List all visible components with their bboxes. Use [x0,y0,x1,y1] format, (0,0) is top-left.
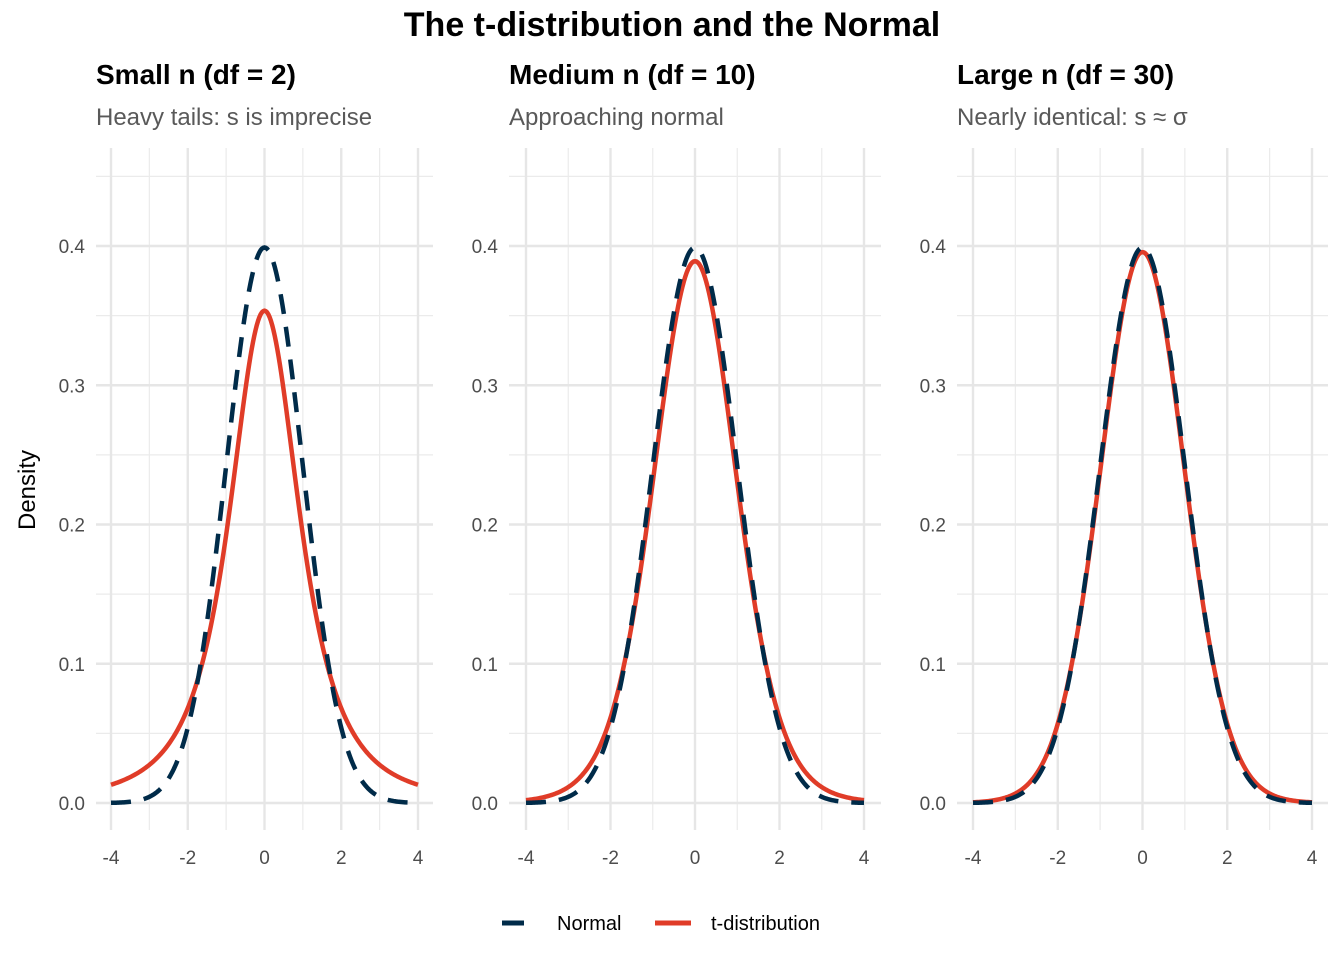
panel-title: Small n (df = 2) [96,59,296,90]
x-tick-label: -2 [1049,848,1066,869]
x-tick-label: -4 [518,848,535,869]
series-t-distribution-line [972,249,1313,805]
x-tick-label: 2 [336,848,347,869]
x-tick-label: 0 [259,848,270,869]
legend-label-normal: Normal [557,913,621,935]
y-tick-label: 0.1 [59,655,85,676]
panel-subtitle: Approaching normal [509,104,724,131]
y-tick-label: 0.3 [920,376,946,397]
panel-title: Large n (df = 30) [957,59,1174,90]
y-axis-label: Density [14,450,41,530]
y-tick-label: 0.0 [59,794,85,815]
chart-title: The t-distribution and the Normal [404,6,940,44]
x-tick-label: 4 [1307,848,1318,869]
y-tick-label: 0.2 [920,516,946,537]
series-t-distribution-line [525,258,865,803]
x-tick-label: 0 [690,848,701,869]
series-normal-line [972,245,1313,806]
panel-subtitle: Nearly identical: s ≈ σ [957,104,1188,131]
x-tick-label: 4 [413,848,424,869]
y-tick-label: 0.2 [59,516,85,537]
y-tick-label: 0.0 [472,794,498,815]
x-tick-label: 0 [1137,848,1148,869]
series-normal-line [110,245,419,806]
y-tick-label: 0.4 [920,237,947,258]
legend: Normal t-distribution [502,913,820,935]
x-tick-label: 4 [859,848,870,869]
x-tick-label: -2 [602,848,619,869]
legend-label-t-distribution: t-distribution [711,913,820,935]
x-tick-label: 2 [774,848,785,869]
y-tick-label: 0.3 [59,376,85,397]
panel-subtitle: Heavy tails: s is imprecise [96,104,372,131]
panel-2: Medium n (df = 10) Approaching normal -4 -2… [472,59,881,869]
y-tick-label: 0.0 [920,794,946,815]
series-normal-line [525,245,865,806]
x-tick-label: -4 [103,848,120,869]
y-tick-label: 0.4 [59,237,86,258]
y-tick-label: 0.1 [920,655,946,676]
y-tick-label: 0.2 [472,516,498,537]
series-t-distribution-line [110,308,419,787]
panel-3: Large n (df = 30) Nearly identical: s ≈ σ… [920,59,1328,869]
y-tick-label: 0.1 [472,655,498,676]
panel-title: Medium n (df = 10) [509,59,756,90]
panel-1: Small n (df = 2) Heavy tails: s is imprec… [59,59,433,869]
x-tick-label: -2 [179,848,196,869]
x-tick-label: -4 [965,848,982,869]
x-tick-label: 2 [1222,848,1233,869]
y-tick-label: 0.3 [472,376,498,397]
y-tick-label: 0.4 [472,237,499,258]
